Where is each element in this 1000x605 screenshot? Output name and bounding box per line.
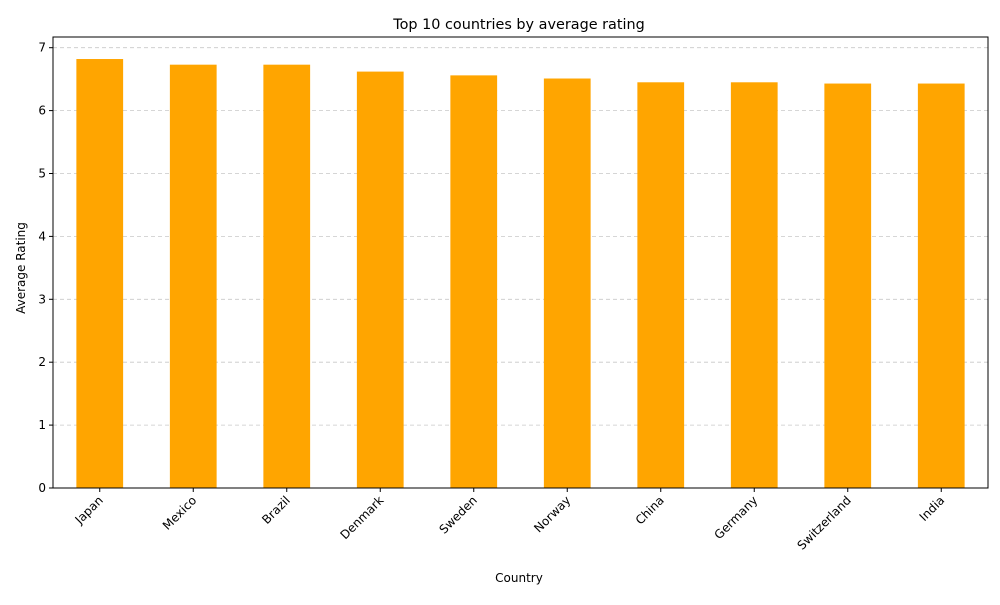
bar (169, 64, 217, 489)
bar (76, 59, 124, 488)
bars (76, 59, 965, 489)
x-tick-label: Germany (711, 493, 760, 542)
x-tick-label: Sweden (436, 493, 479, 536)
axes (52, 36, 989, 489)
y-tick-label: 1 (38, 418, 46, 432)
x-tick-label: Denmark (337, 493, 386, 542)
x-tick-label: China (633, 493, 667, 527)
y-tick-label: 5 (38, 166, 46, 180)
y-tick-label: 6 (38, 104, 46, 118)
chart-title: Top 10 countries by average rating (392, 17, 645, 33)
bar (356, 71, 404, 489)
x-tick-label: Japan (72, 493, 106, 527)
y-tick-label: 0 (38, 481, 46, 495)
bar (824, 83, 872, 488)
x-axis-label: Country (495, 571, 543, 585)
y-tick-label: 2 (38, 355, 46, 369)
x-tick-label: Brazil (259, 493, 293, 527)
y-axis-label: Average Rating (14, 222, 28, 314)
x-tick-label: Mexico (160, 493, 200, 533)
bar (450, 75, 498, 488)
y-ticks: 0 1 2 3 4 5 6 7 (38, 41, 53, 495)
x-tick-label: India (917, 493, 948, 524)
bar (263, 64, 311, 489)
bar (917, 83, 965, 488)
plot-frame (52, 36, 989, 489)
x-tick-label: Switzerland (794, 493, 853, 552)
bar (637, 82, 685, 489)
x-tick-label: Norway (531, 493, 573, 535)
x-ticks: Japan Mexico Brazil Denmark Sweden Norway Chin… (72, 488, 948, 553)
y-tick-label: 7 (38, 41, 46, 55)
y-tick-label: 3 (38, 292, 46, 306)
bar (730, 82, 778, 489)
bar (543, 78, 591, 488)
y-tick-label: 4 (38, 229, 46, 243)
